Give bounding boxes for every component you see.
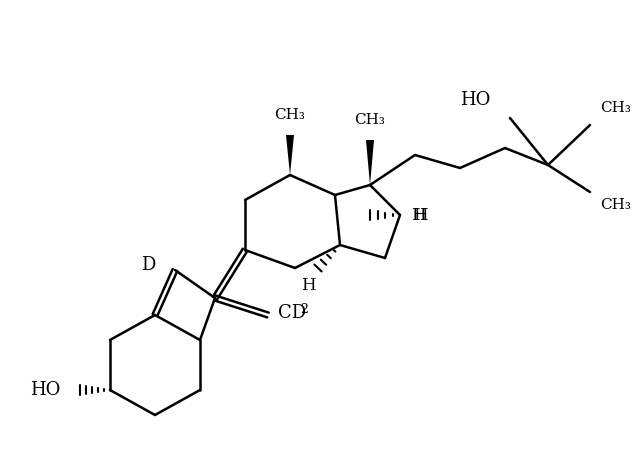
Text: D: D bbox=[141, 256, 155, 274]
Text: CH₃: CH₃ bbox=[275, 108, 305, 122]
Text: H: H bbox=[413, 206, 428, 224]
Text: H: H bbox=[411, 206, 426, 224]
Polygon shape bbox=[286, 135, 294, 175]
Text: HO: HO bbox=[29, 381, 60, 399]
Text: CD: CD bbox=[278, 304, 306, 322]
Text: 2: 2 bbox=[300, 303, 308, 316]
Text: HO: HO bbox=[460, 91, 490, 109]
Text: CH₃: CH₃ bbox=[355, 113, 385, 127]
Text: CH₃: CH₃ bbox=[600, 101, 631, 115]
Polygon shape bbox=[366, 140, 374, 185]
Text: CH₃: CH₃ bbox=[600, 198, 631, 212]
Text: H: H bbox=[301, 276, 316, 293]
